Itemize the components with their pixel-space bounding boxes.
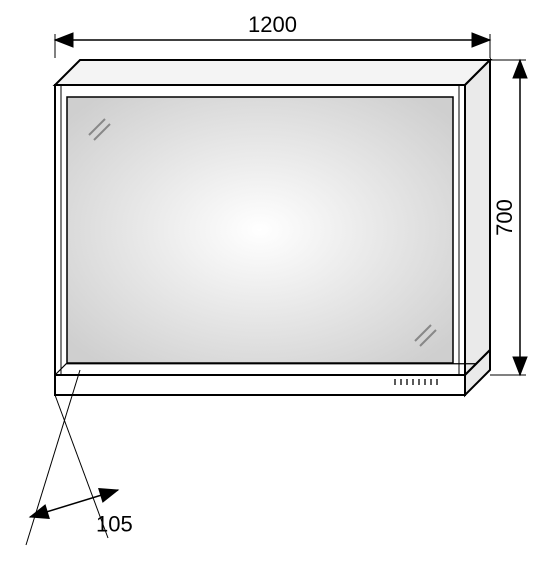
technical-drawing: 1200 700 105 (0, 0, 540, 577)
dimension-width: 1200 (248, 12, 297, 37)
dimension-height: 700 (492, 199, 517, 236)
dimension-depth: 105 (96, 512, 133, 537)
mirror-glass (67, 97, 453, 363)
